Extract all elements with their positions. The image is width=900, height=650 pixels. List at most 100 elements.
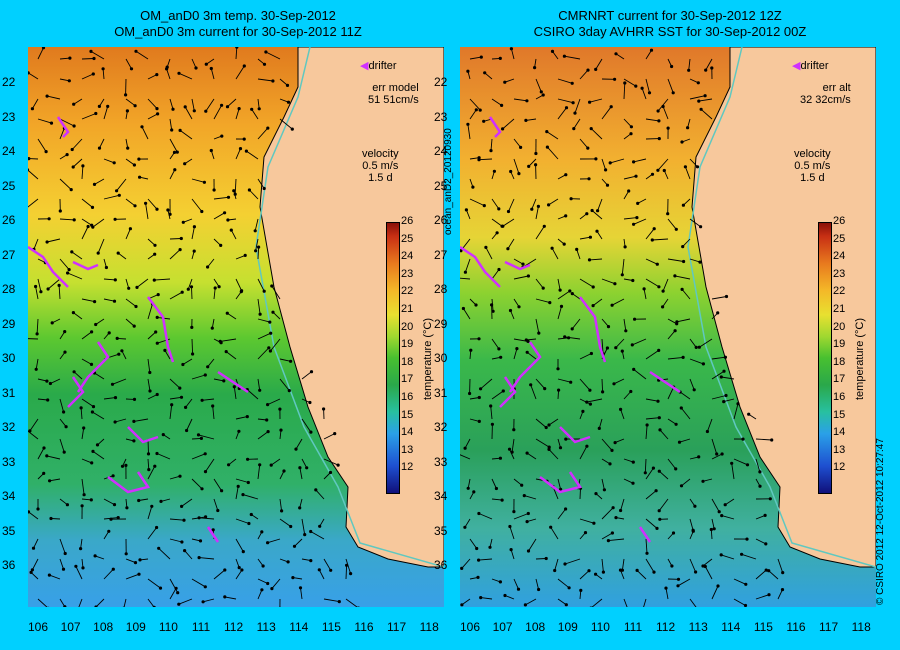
current-arrow-head [298,506,302,510]
current-arrow [620,409,625,420]
current-arrow-head [534,151,538,156]
current-arrow [242,494,259,500]
current-arrow-head [587,569,591,573]
current-arrow [557,578,570,589]
current-arrow [147,198,158,210]
current-arrow [147,394,158,400]
current-arrow [125,318,135,327]
current-arrow-head [608,462,612,466]
current-arrow-head [67,79,71,83]
current-arrow [94,372,105,380]
current-arrow [579,570,590,580]
current-arrow [191,478,203,490]
current-arrow [257,298,261,315]
current-arrow-head [270,587,274,591]
current-arrow [689,95,706,100]
current-arrow [755,514,766,520]
current-arrow-head [249,512,253,517]
current-arrow-head [722,400,726,404]
current-arrow-head [72,218,76,222]
current-arrow [81,226,89,240]
current-arrow [78,598,83,607]
current-arrow-head [28,510,31,514]
current-arrow [502,218,515,227]
current-arrow [688,58,691,71]
latitude-tick-label: 28 [2,282,16,296]
current-arrow [73,98,83,105]
current-arrow-head [661,289,665,293]
current-arrow [491,390,504,400]
current-arrow [323,558,332,571]
current-arrow [711,296,727,300]
current-arrow-head [541,286,545,290]
current-arrow-head [720,452,724,456]
current-arrow-head [90,461,94,465]
current-arrow [665,588,669,600]
current-arrow [557,306,562,320]
current-arrow-head [583,531,588,535]
current-arrow [547,146,559,160]
drifter-track [508,341,542,393]
current-arrow [589,98,603,103]
current-arrow-head [45,240,49,244]
current-arrow-head [203,470,208,474]
current-arrow-head [155,341,159,345]
drifter-track [206,526,220,543]
current-arrow-head [694,570,698,574]
current-arrow [557,598,567,606]
current-arrow-head [567,586,571,590]
current-arrow-head [589,127,593,131]
left-drifter-label: drifter [368,60,397,72]
current-arrow [557,508,566,520]
current-arrow-head [657,119,661,123]
current-arrow [37,138,47,152]
current-arrow-head [704,68,708,72]
latitude-tick-label: 25 [2,178,16,193]
current-arrow [318,569,325,580]
current-arrow-head [107,331,111,335]
current-arrow [28,430,39,440]
current-arrow [257,378,261,391]
current-arrow [59,438,65,453]
current-arrow-head [471,185,475,189]
current-arrow-head [557,388,561,392]
current-arrow-head [62,450,66,454]
current-arrow-head [632,367,636,371]
current-arrow-head [544,556,548,561]
current-arrow-head [107,529,111,533]
current-arrow-head [90,205,95,209]
current-arrow-head [290,127,294,131]
current-arrow-head [472,490,476,494]
right-velocity-scale: velocity 0.5 m/s 1.5 d [794,148,831,184]
current-arrow-head [477,558,481,562]
left-map-svg [28,47,444,607]
current-arrow [551,247,559,260]
current-arrow [279,378,290,391]
current-arrow [185,398,193,408]
current-arrow-head [568,289,572,293]
current-arrow-head [712,527,716,531]
current-arrow [301,458,308,469]
current-arrow [169,404,173,420]
current-arrow-head [155,107,159,111]
current-arrow [179,130,193,140]
current-arrow-head [279,428,283,432]
current-arrow [513,275,529,280]
current-arrow [601,558,604,573]
current-arrow-head [79,406,83,410]
current-arrow-head [587,258,592,262]
current-arrow [645,278,660,288]
current-arrow [702,558,713,567]
current-arrow-head [662,168,666,173]
current-arrow-head [699,107,703,111]
current-arrow-head [586,68,590,72]
colorbar-tick-label: 20 [833,320,846,333]
current-arrow [667,78,674,93]
current-arrow [257,464,261,480]
current-arrow-head [81,164,85,168]
current-arrow-head [671,531,676,535]
current-arrow [50,378,61,384]
current-arrow [535,578,540,590]
current-arrow [112,378,127,385]
current-arrow-head [155,315,159,319]
